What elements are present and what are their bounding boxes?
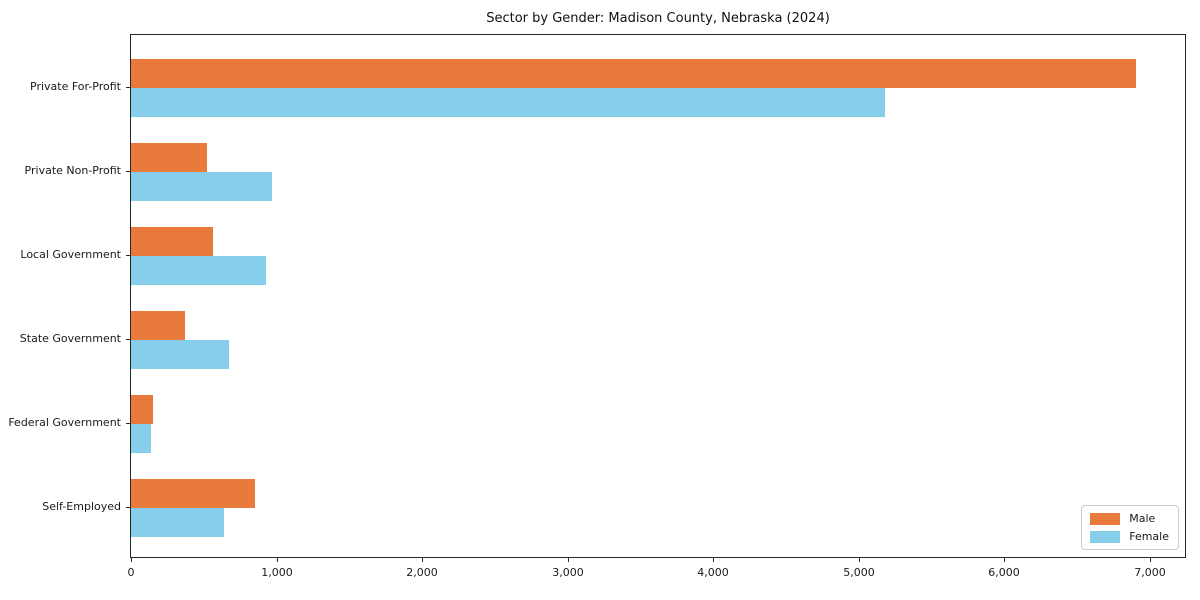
y-tick-mark — [126, 339, 130, 340]
x-tick-mark — [131, 558, 132, 562]
x-tick-label: 3,000 — [552, 566, 584, 579]
legend-item-female: Female — [1090, 530, 1169, 543]
y-tick-mark — [126, 171, 130, 172]
bar-female-5 — [131, 424, 151, 453]
x-tick-label: 2,000 — [406, 566, 438, 579]
bar-male-2 — [131, 143, 207, 172]
legend-swatch-female — [1090, 530, 1121, 543]
y-tick-label: Federal Government — [8, 416, 121, 429]
legend: Male Female — [1081, 505, 1179, 550]
y-tick-label: State Government — [19, 332, 121, 345]
x-tick-mark — [568, 558, 569, 562]
x-tick-mark — [1150, 558, 1151, 562]
x-tick-label: 7,000 — [1134, 566, 1166, 579]
y-tick-mark — [126, 507, 130, 508]
bar-male-3 — [131, 227, 213, 256]
bar-female-2 — [131, 172, 272, 201]
x-tick-mark — [713, 558, 714, 562]
y-tick-label: Private For-Profit — [30, 80, 121, 93]
x-tick-label: 0 — [127, 566, 135, 579]
legend-label: Female — [1129, 530, 1169, 543]
y-tick-mark — [126, 255, 130, 256]
legend-swatch-male — [1090, 512, 1121, 525]
y-tick-mark — [126, 87, 130, 88]
bar-male-4 — [131, 311, 185, 340]
bar-male-1 — [131, 59, 1136, 88]
bar-male-6 — [131, 479, 255, 508]
plot-area: Male Female — [130, 34, 1186, 558]
legend-label: Male — [1129, 512, 1156, 525]
bar-female-3 — [131, 256, 266, 285]
chart-title: Sector by Gender: Madison County, Nebras… — [486, 11, 830, 26]
x-tick-label: 6,000 — [988, 566, 1020, 579]
legend-item-male: Male — [1090, 512, 1169, 525]
x-tick-label: 5,000 — [843, 566, 875, 579]
bar-female-1 — [131, 88, 885, 117]
y-tick-label: Self-Employed — [42, 500, 121, 513]
x-tick-mark — [422, 558, 423, 562]
x-tick-label: 4,000 — [697, 566, 729, 579]
bar-female-6 — [131, 508, 224, 537]
x-tick-mark — [1004, 558, 1005, 562]
x-tick-mark — [859, 558, 860, 562]
bar-female-4 — [131, 340, 229, 369]
bar-male-5 — [131, 395, 153, 424]
y-tick-label: Local Government — [20, 248, 121, 261]
y-tick-mark — [126, 423, 130, 424]
x-tick-label: 1,000 — [261, 566, 293, 579]
x-tick-mark — [277, 558, 278, 562]
y-tick-label: Private Non-Profit — [24, 164, 121, 177]
